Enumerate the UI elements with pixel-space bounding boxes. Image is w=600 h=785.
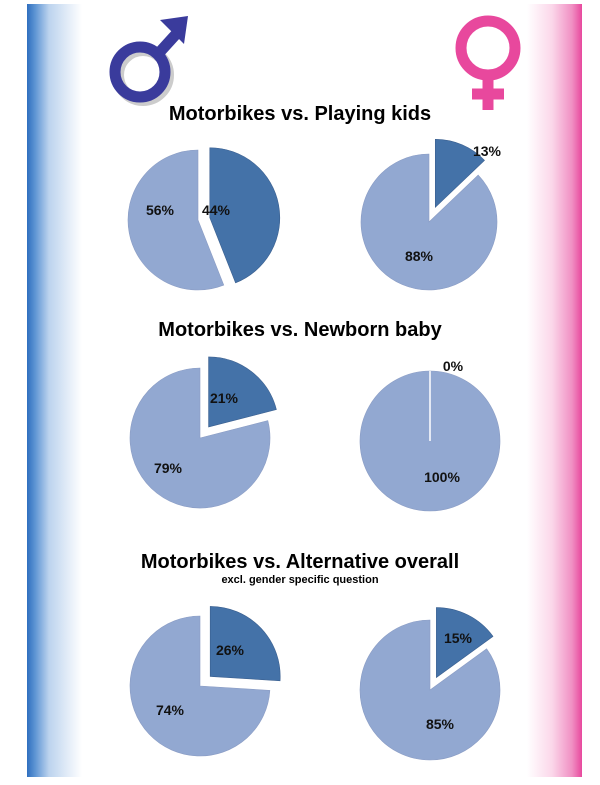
gradient-background xyxy=(27,4,582,777)
section-title-alternative-overall: Motorbikes vs. Alternative overall xyxy=(140,551,460,573)
pie-chart-alternative-overall-male: 26% 74% xyxy=(129,606,281,757)
pie-slice-motorbikes xyxy=(209,147,281,284)
section-subtitle-alternative-overall: excl. gender specific question xyxy=(221,574,379,586)
section-title-newborn-baby: Motorbikes vs. Newborn baby xyxy=(158,319,442,341)
pie-slice-motorbikes xyxy=(436,607,494,679)
data-label-other: 100% xyxy=(424,469,460,485)
data-label-motorbikes: 0% xyxy=(443,358,464,374)
pie-chart-alternative-overall-female: 15% 85% xyxy=(359,607,501,761)
pie-slice-other xyxy=(129,615,271,757)
pie-chart-newborn-baby-male: 21% 79% xyxy=(129,356,277,509)
pie-slice-motorbikes xyxy=(209,606,281,682)
pie-slice-motorbikes xyxy=(434,138,485,208)
pie-chart-playing-kids-male: 44% 56% xyxy=(127,147,281,291)
female-symbol-icon xyxy=(455,15,521,110)
data-label-other: 79% xyxy=(154,460,183,476)
data-label-other: 74% xyxy=(156,702,185,718)
data-label-other: 85% xyxy=(426,716,455,732)
data-label-other: 88% xyxy=(405,248,434,264)
male-symbol-icon xyxy=(109,16,188,106)
data-label-other: 56% xyxy=(146,202,175,218)
pie-chart-newborn-baby-female: 0% 100% xyxy=(359,358,501,512)
pie-slice-other xyxy=(360,153,498,291)
pie-slice-other xyxy=(359,619,501,761)
pie-slice-other xyxy=(129,367,271,509)
data-label-motorbikes: 26% xyxy=(216,642,245,658)
pie-slice-motorbikes xyxy=(208,356,277,428)
data-label-motorbikes: 44% xyxy=(202,202,231,218)
data-label-motorbikes: 15% xyxy=(444,630,473,646)
pie-chart-playing-kids-female: 13% 88% xyxy=(360,138,502,291)
data-label-motorbikes: 21% xyxy=(210,390,239,406)
section-title-playing-kids: Motorbikes vs. Playing kids xyxy=(168,103,432,125)
data-label-motorbikes: 13% xyxy=(473,143,502,159)
pie-slice-other xyxy=(127,149,225,291)
